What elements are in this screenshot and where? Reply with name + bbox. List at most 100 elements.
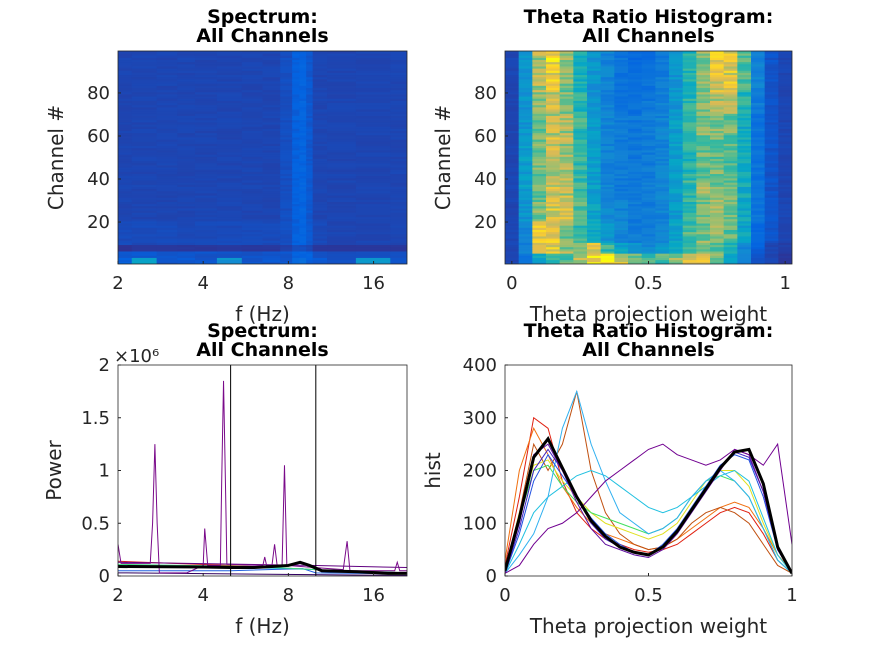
- heatmap-cell: [532, 186, 547, 190]
- heatmap-cell: [600, 106, 615, 110]
- heatmap-cell: [505, 203, 520, 207]
- heatmap-cell: [292, 145, 300, 149]
- heatmap-cell: [390, 240, 407, 243]
- heatmap-cell: [156, 167, 178, 170]
- heatmap-cell: [559, 220, 574, 224]
- heatmap-cell: [216, 169, 243, 172]
- heatmap-cell: [216, 248, 243, 252]
- heatmap-cell: [118, 236, 133, 239]
- heatmap-cell: [614, 177, 629, 181]
- heatmap-cell: [194, 186, 218, 190]
- heatmap-cell: [532, 104, 547, 108]
- heatmap-cell: [518, 205, 533, 209]
- heatmap-cell: [546, 203, 561, 207]
- heatmap-cell: [505, 240, 520, 243]
- heatmap-cell: [587, 117, 602, 121]
- heatmap-cell: [131, 152, 158, 155]
- heatmap-cell: [682, 233, 697, 237]
- heatmap-cell: [710, 231, 725, 235]
- heatmap-cell: [559, 87, 574, 91]
- heatmap-cell: [682, 51, 697, 54]
- heatmap-cell: [600, 223, 615, 226]
- heatmap-cell: [156, 165, 178, 168]
- heatmap-cell: [614, 261, 629, 264]
- heatmap-cell: [628, 212, 643, 215]
- heatmap-cell: [614, 251, 629, 254]
- heatmap-cell: [573, 132, 588, 136]
- heatmap-cell: [390, 149, 407, 153]
- heatmap-cell: [306, 124, 314, 127]
- heatmap-cell: [312, 240, 328, 243]
- heatmap-cell: [532, 242, 547, 246]
- heatmap-cell: [696, 152, 711, 155]
- heatmap-cell: [262, 115, 281, 119]
- heatmap-cell: [177, 253, 196, 256]
- heatmap-cell: [587, 132, 602, 136]
- heatmap-cell: [682, 180, 697, 183]
- heatmap-cell: [764, 59, 779, 63]
- heatmap-cell: [118, 81, 133, 84]
- heatmap-cell: [764, 177, 779, 181]
- heatmap-cell: [778, 81, 792, 84]
- heatmap-cell: [764, 87, 779, 91]
- heatmap-cell: [696, 193, 711, 196]
- heatmap-cell: [241, 246, 263, 250]
- heatmap-cell: [177, 53, 196, 56]
- heatmap-cell: [216, 106, 243, 110]
- heatmap-cell: [177, 171, 196, 175]
- heatmap-cell: [655, 81, 670, 84]
- heatmap-cell: [682, 94, 697, 97]
- heatmap-cell: [546, 169, 561, 172]
- heatmap-cell: [587, 244, 602, 248]
- heatmap-cell: [764, 171, 779, 175]
- heatmap-cell: [614, 246, 629, 250]
- heatmap-cell: [156, 253, 178, 256]
- axes-box: [117, 50, 408, 265]
- heatmap-cell: [532, 76, 547, 80]
- heatmap-cell: [764, 184, 779, 187]
- heatmap-cell: [778, 195, 792, 198]
- heatmap-cell: [241, 197, 263, 200]
- heatmap-cell: [655, 227, 670, 230]
- heatmap-cell: [778, 130, 792, 134]
- heatmap-cell: [587, 98, 602, 101]
- heatmap-cell: [262, 91, 281, 95]
- heatmap-cell: [696, 225, 711, 228]
- heatmap-cell: [194, 78, 218, 82]
- heatmap-cell: [327, 76, 357, 80]
- heatmap-cell: [118, 257, 133, 261]
- heatmap-cell: [327, 231, 357, 235]
- heatmap-cell: [280, 212, 293, 215]
- heatmap-cell: [710, 214, 725, 218]
- heatmap-cell: [306, 257, 314, 261]
- heatmap-cell: [262, 57, 281, 61]
- heatmap-cell: [751, 218, 766, 222]
- heatmap-cell: [262, 154, 281, 157]
- heatmap-cell: [628, 109, 643, 112]
- heatmap-cell: [118, 240, 133, 243]
- heatmap-cell: [764, 154, 779, 157]
- heatmap-cell: [292, 186, 300, 190]
- heatmap-cell: [194, 154, 218, 157]
- heatmap-cell: [518, 85, 533, 88]
- heatmap-cell: [559, 147, 574, 151]
- heatmap-cell: [518, 96, 533, 99]
- heatmap-cell: [131, 220, 158, 224]
- heatmap-cell: [216, 53, 243, 56]
- heatmap-cell: [518, 244, 533, 248]
- heatmap-cell: [764, 143, 779, 147]
- heatmap-cell: [559, 160, 574, 164]
- heatmap-cell: [355, 154, 391, 157]
- heatmap-cell: [532, 175, 547, 179]
- heatmap-cell: [696, 63, 711, 67]
- heatmap-cell: [327, 240, 357, 243]
- heatmap-cell: [327, 100, 357, 104]
- heatmap-cell: [628, 57, 643, 61]
- heatmap-cell: [669, 132, 684, 136]
- heatmap-cell: [600, 100, 615, 104]
- heatmap-cell: [751, 246, 766, 250]
- heatmap-cell: [262, 231, 281, 235]
- heatmap-cell: [696, 137, 711, 140]
- heatmap-cell: [390, 119, 407, 123]
- heatmap-cell: [573, 57, 588, 61]
